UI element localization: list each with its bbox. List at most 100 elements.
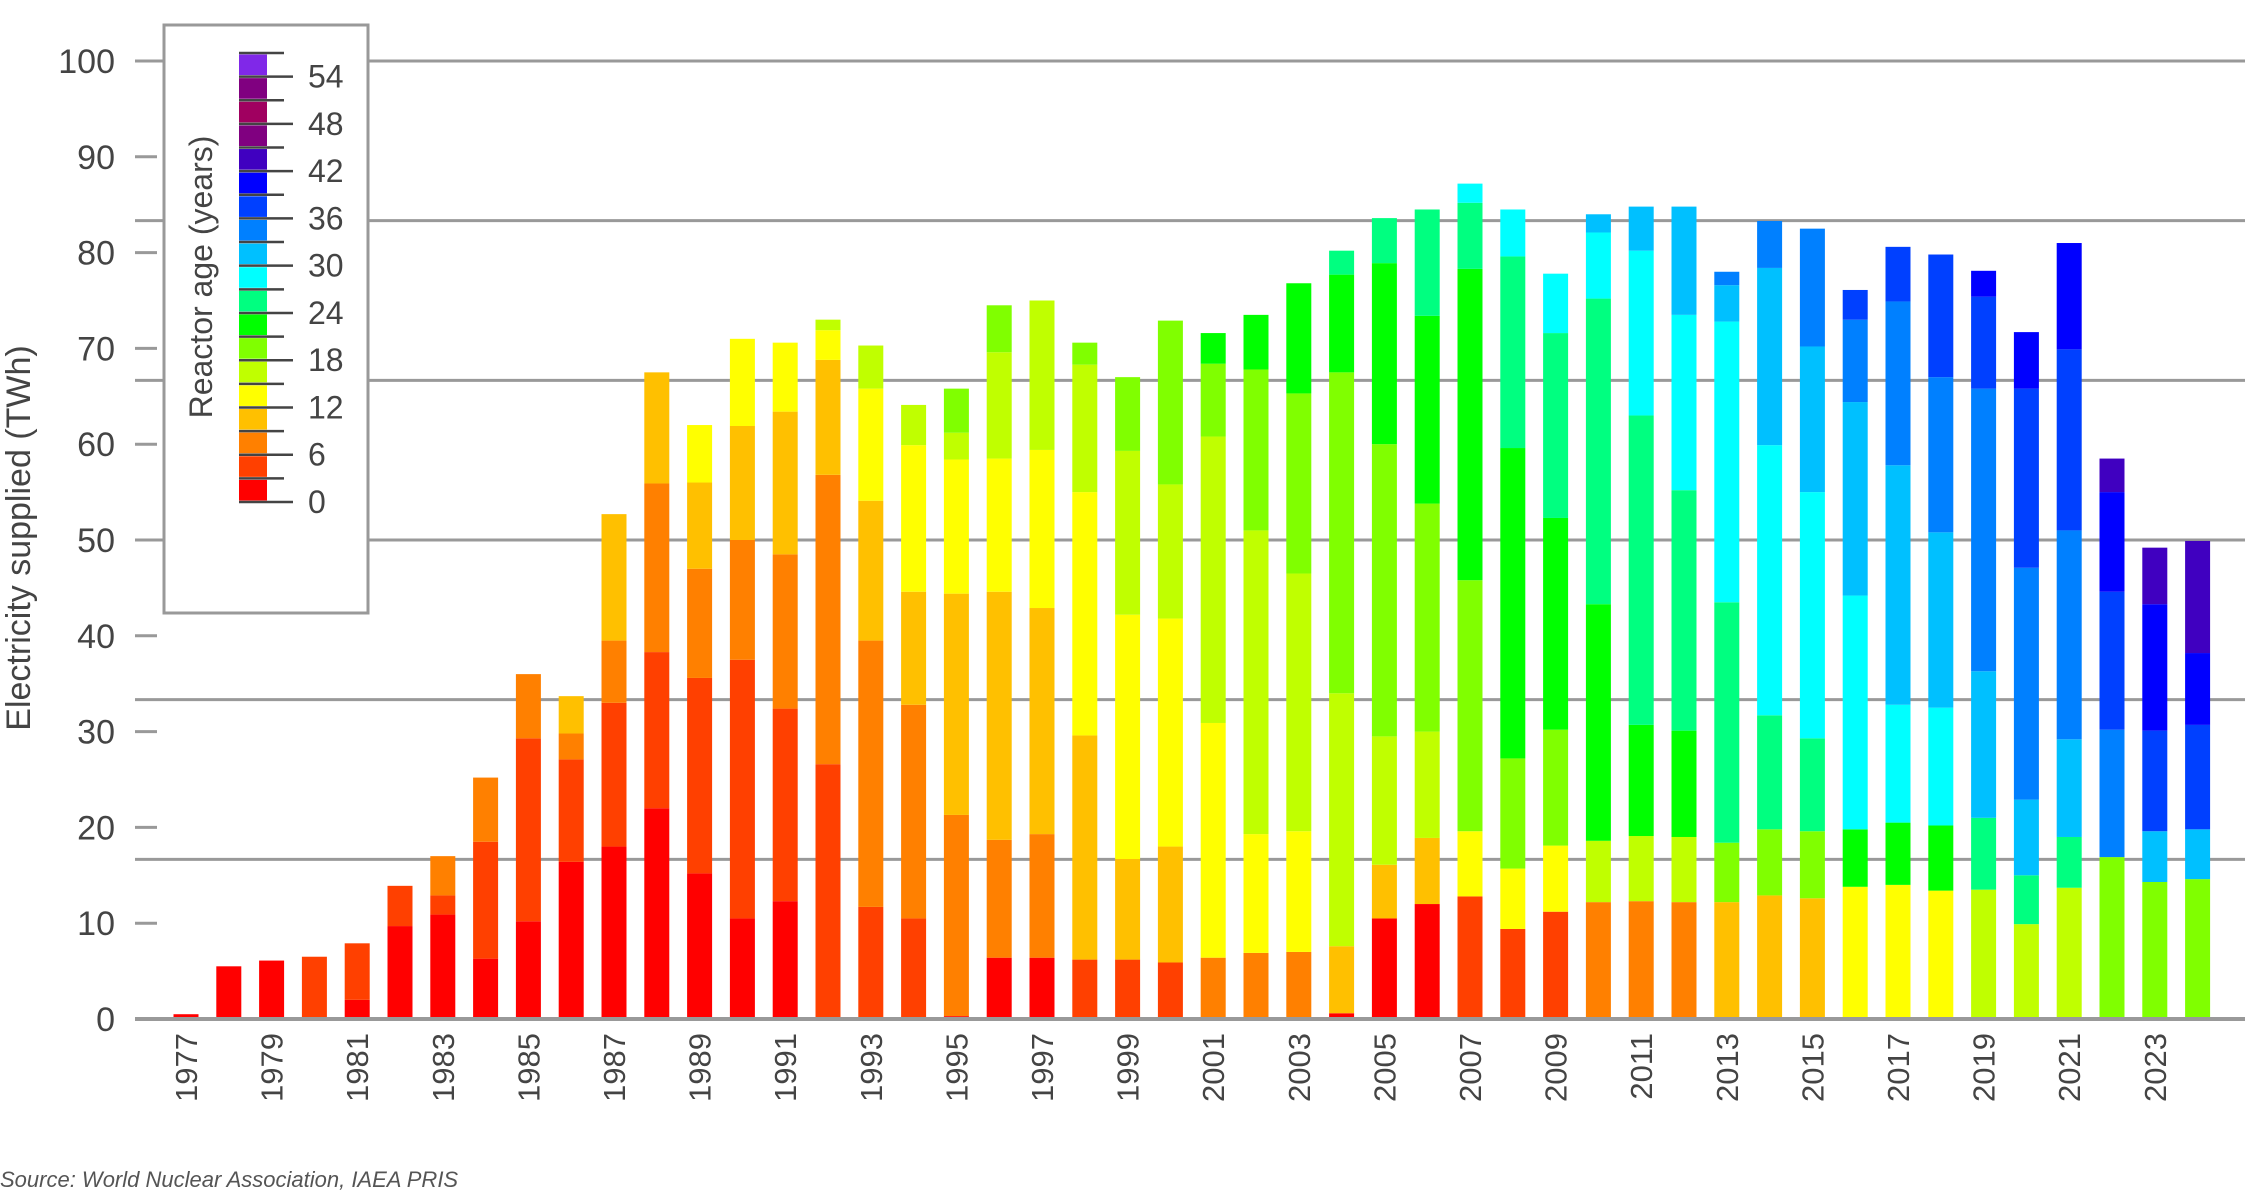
bar-segment	[1671, 730, 1697, 837]
bar-segment	[1585, 214, 1611, 233]
bar-segment	[1414, 837, 1440, 905]
bar-segment	[1500, 758, 1526, 869]
x-tick-label: 1987	[597, 1033, 632, 1102]
bar-segment	[1543, 273, 1569, 334]
bar-segment	[1500, 448, 1526, 759]
bar-1987	[601, 514, 627, 1019]
bar-segment	[986, 458, 1012, 592]
x-tick-label: 2001	[1196, 1033, 1231, 1102]
bar-segment	[1500, 868, 1526, 929]
x-tick-label: 1985	[511, 1033, 546, 1102]
legend-swatch	[239, 338, 267, 359]
bar-segment	[1714, 902, 1740, 1019]
bar-2011	[1628, 206, 1654, 1019]
legend-swatch	[239, 361, 267, 383]
bar-segment	[558, 696, 584, 734]
bar-segment	[1842, 289, 1868, 320]
bar-segment	[1885, 822, 1911, 885]
bar-segment	[858, 906, 884, 1019]
bar-segment	[1500, 209, 1526, 257]
bar-segment	[2185, 653, 2211, 725]
bar-segment	[815, 330, 841, 360]
bar-segment	[2185, 540, 2211, 654]
legend-swatch	[239, 456, 267, 477]
bars	[173, 183, 2211, 1019]
bar-segment	[1157, 484, 1183, 619]
bar-segment	[1885, 301, 1911, 466]
bar-segment	[1371, 864, 1397, 919]
bar-segment	[901, 704, 927, 919]
y-tick-label: 80	[77, 235, 115, 273]
bar-2015	[1799, 228, 1825, 1019]
bar-2022	[2099, 458, 2125, 1019]
bar-segment	[1971, 889, 1997, 1019]
bar-segment	[1757, 829, 1783, 896]
legend-swatch	[239, 243, 267, 265]
bar-segment	[1714, 321, 1740, 603]
x-tick-label: 1991	[768, 1033, 803, 1102]
bar-segment	[1414, 904, 1440, 1019]
legend-swatch	[239, 54, 267, 76]
bar-segment	[1714, 285, 1740, 322]
bar-segment	[943, 593, 969, 815]
bar-segment	[1029, 449, 1055, 609]
legend-title: Reactor age (years)	[183, 136, 219, 419]
bar-segment	[1799, 898, 1825, 1019]
bar-segment	[1286, 393, 1312, 574]
bar-segment	[2142, 730, 2168, 832]
bar-segment	[1971, 817, 1997, 890]
bar-segment	[1757, 715, 1783, 830]
legend-swatch	[239, 267, 267, 288]
bar-segment	[986, 591, 1012, 840]
bar-segment	[943, 388, 969, 433]
x-axis: 1977 1979 1981 1983 1985 1987 1989 1991 1993 1995…	[169, 1033, 2173, 1102]
bar-segment	[1500, 928, 1526, 1019]
bar-segment	[1885, 246, 1911, 302]
x-tick-label: 1979	[255, 1033, 290, 1102]
bar-1979	[259, 960, 285, 1019]
legend-tick-label: 36	[308, 200, 344, 236]
bar-segment	[1628, 415, 1654, 725]
y-tick-label: 90	[77, 139, 115, 177]
x-tick-label: 2003	[1282, 1033, 1317, 1102]
bar-segment	[1714, 842, 1740, 903]
bar-segment	[1500, 256, 1526, 449]
bar-segment	[1286, 831, 1312, 952]
legend-swatch	[239, 314, 267, 336]
bar-segment	[1585, 298, 1611, 605]
bar-segment	[558, 733, 584, 760]
bar-segment	[1971, 671, 1997, 818]
bar-1997	[1029, 300, 1055, 1019]
bar-segment	[1585, 232, 1611, 299]
bar-segment	[1414, 209, 1440, 316]
bar-segment	[986, 352, 1012, 459]
bar-2023	[2142, 547, 2168, 1019]
bar-segment	[1885, 884, 1911, 1019]
legend-tick-label: 48	[308, 106, 344, 142]
bar-segment	[1885, 704, 1911, 823]
bar-segment	[986, 305, 1012, 353]
bar-segment	[2185, 724, 2211, 830]
bar-segment	[344, 999, 370, 1019]
bar-2010	[1585, 214, 1611, 1019]
bar-segment	[1329, 250, 1355, 275]
bar-2003	[1286, 283, 1312, 1019]
bar-1996	[986, 305, 1012, 1019]
bar-segment	[1286, 283, 1312, 394]
bar-segment	[1371, 444, 1397, 737]
bar-1985	[515, 674, 541, 1019]
bar-2020	[2013, 332, 2039, 1019]
bar-segment	[772, 554, 798, 709]
y-tick-label: 40	[77, 618, 115, 656]
bar-segment	[2099, 729, 2125, 858]
bar-segment	[1543, 911, 1569, 1019]
bar-1995	[943, 388, 969, 1019]
y-tick-label: 100	[58, 43, 115, 81]
bar-segment	[2185, 829, 2211, 880]
bar-segment	[473, 777, 499, 842]
bar-1994	[901, 404, 927, 1019]
bar-segment	[1628, 206, 1654, 251]
bar-2001	[1200, 333, 1226, 1019]
bar-segment	[2056, 887, 2082, 1019]
bar-segment	[858, 388, 884, 501]
